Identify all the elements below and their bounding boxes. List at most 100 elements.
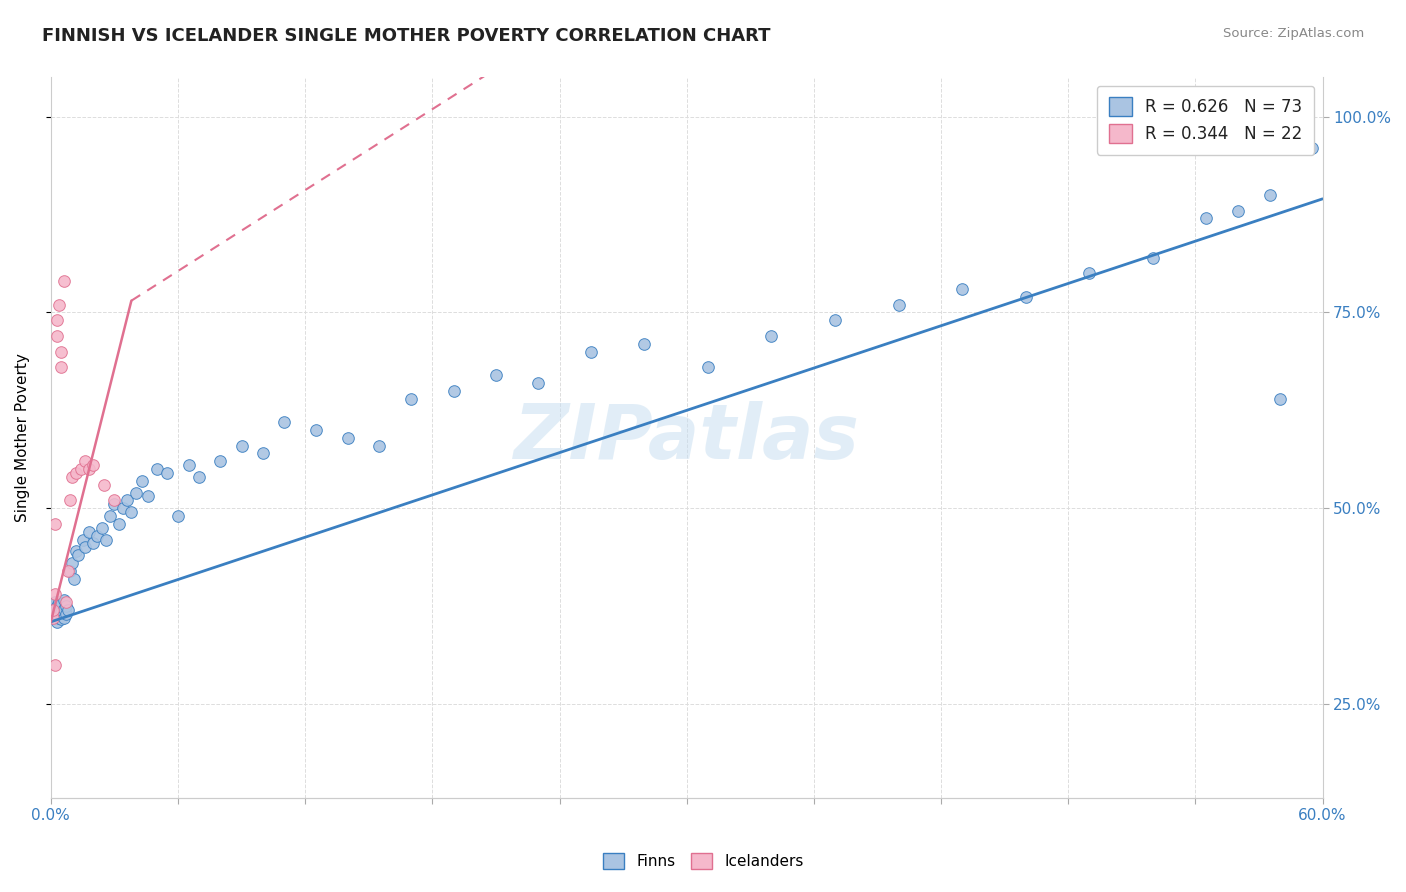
Point bbox=[209, 454, 232, 468]
Point bbox=[103, 493, 125, 508]
Point bbox=[46, 599, 69, 614]
Point bbox=[73, 541, 96, 555]
Point bbox=[51, 597, 73, 611]
Point bbox=[94, 533, 117, 547]
Point bbox=[273, 415, 295, 429]
Point bbox=[305, 423, 328, 437]
Point bbox=[368, 439, 391, 453]
Point bbox=[48, 603, 70, 617]
Point bbox=[82, 458, 104, 472]
Point bbox=[824, 313, 846, 327]
Point bbox=[52, 593, 75, 607]
Point bbox=[72, 533, 94, 547]
Point bbox=[52, 601, 75, 615]
Text: ZIPatlas: ZIPatlas bbox=[513, 401, 859, 475]
Point bbox=[633, 336, 655, 351]
Point bbox=[55, 607, 77, 621]
Point bbox=[56, 603, 79, 617]
Point bbox=[98, 509, 121, 524]
Point bbox=[77, 462, 100, 476]
Point bbox=[103, 497, 125, 511]
Text: FINNISH VS ICELANDER SINGLE MOTHER POVERTY CORRELATION CHART: FINNISH VS ICELANDER SINGLE MOTHER POVER… bbox=[42, 27, 770, 45]
Point bbox=[527, 376, 550, 390]
Point bbox=[44, 595, 66, 609]
Point bbox=[177, 458, 200, 472]
Point bbox=[46, 329, 69, 343]
Point bbox=[188, 470, 211, 484]
Point bbox=[138, 490, 160, 504]
Point bbox=[42, 599, 65, 614]
Point bbox=[111, 501, 134, 516]
Point bbox=[93, 477, 115, 491]
Point bbox=[44, 603, 66, 617]
Point bbox=[67, 548, 90, 562]
Point bbox=[887, 297, 910, 311]
Point bbox=[69, 462, 91, 476]
Point bbox=[44, 611, 66, 625]
Point bbox=[77, 524, 100, 539]
Point bbox=[581, 344, 603, 359]
Point bbox=[1226, 203, 1249, 218]
Point bbox=[115, 493, 138, 508]
Point bbox=[52, 611, 75, 625]
Point bbox=[44, 587, 66, 601]
Point bbox=[51, 605, 73, 619]
Point bbox=[65, 466, 87, 480]
Y-axis label: Single Mother Poverty: Single Mother Poverty bbox=[15, 353, 30, 522]
Point bbox=[42, 611, 65, 625]
Point bbox=[1258, 188, 1281, 202]
Point bbox=[51, 612, 73, 626]
Point bbox=[42, 607, 65, 621]
Point bbox=[1195, 211, 1218, 226]
Point bbox=[1270, 392, 1292, 406]
Point bbox=[120, 505, 142, 519]
Point bbox=[124, 485, 146, 500]
Point bbox=[82, 536, 104, 550]
Point bbox=[56, 564, 79, 578]
Point bbox=[1015, 290, 1038, 304]
Point bbox=[55, 595, 77, 609]
Point bbox=[52, 274, 75, 288]
Point bbox=[252, 446, 274, 460]
Point bbox=[86, 529, 108, 543]
Point bbox=[1301, 141, 1323, 155]
Point bbox=[51, 360, 73, 375]
Point bbox=[443, 384, 465, 398]
Point bbox=[761, 329, 783, 343]
Point bbox=[131, 474, 153, 488]
Point bbox=[60, 556, 83, 570]
Point bbox=[44, 516, 66, 531]
Point bbox=[1078, 266, 1101, 280]
Legend: R = 0.626   N = 73, R = 0.344   N = 22: R = 0.626 N = 73, R = 0.344 N = 22 bbox=[1097, 86, 1315, 155]
Point bbox=[59, 493, 82, 508]
Point bbox=[950, 282, 973, 296]
Point bbox=[485, 368, 508, 383]
Point bbox=[156, 466, 179, 480]
Point bbox=[48, 595, 70, 609]
Point bbox=[399, 392, 422, 406]
Point bbox=[42, 603, 65, 617]
Text: Source: ZipAtlas.com: Source: ZipAtlas.com bbox=[1223, 27, 1364, 40]
Point bbox=[44, 657, 66, 672]
Point bbox=[146, 462, 169, 476]
Point bbox=[60, 470, 83, 484]
Point bbox=[48, 611, 70, 625]
Point bbox=[65, 544, 87, 558]
Point bbox=[46, 607, 69, 621]
Point bbox=[48, 297, 70, 311]
Point bbox=[51, 344, 73, 359]
Point bbox=[231, 439, 253, 453]
Point bbox=[55, 599, 77, 614]
Point bbox=[336, 431, 359, 445]
Point bbox=[59, 564, 82, 578]
Point bbox=[696, 360, 718, 375]
Point bbox=[46, 615, 69, 629]
Point bbox=[46, 313, 69, 327]
Point bbox=[73, 454, 96, 468]
Point bbox=[1142, 251, 1164, 265]
Point bbox=[90, 521, 112, 535]
Legend: Finns, Icelanders: Finns, Icelanders bbox=[596, 847, 810, 875]
Point bbox=[167, 509, 190, 524]
Point bbox=[107, 516, 129, 531]
Point bbox=[63, 572, 86, 586]
